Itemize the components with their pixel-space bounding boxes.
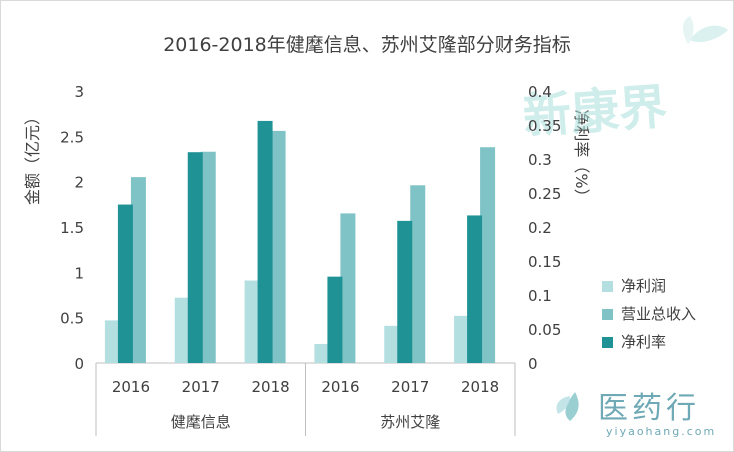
y2-tick-label: 0.25 xyxy=(528,185,561,203)
bottom-right-logo-url: yiyaohang.com xyxy=(606,425,716,438)
bar-revenue xyxy=(410,185,426,363)
legend-swatch xyxy=(602,281,613,292)
x-tick-label: 2016 xyxy=(112,378,150,396)
y-tick-label: 0 xyxy=(74,355,84,373)
top-right-logo: 新康界 xyxy=(521,16,728,145)
y2-ticks-layer: 0 0.05 0.1 0.15 0.2 0.25 0.3 0.35 0.4 xyxy=(528,83,561,373)
y-tick-label: 3 xyxy=(74,83,84,101)
y2-tick-label: 0.3 xyxy=(528,151,552,169)
legend-label: 净利润 xyxy=(621,277,666,295)
bar-net-margin xyxy=(117,204,133,363)
y2-tick-label: 0 xyxy=(528,355,538,373)
bar-net-profit xyxy=(174,297,190,363)
y2-tick-label: 0.35 xyxy=(528,117,561,135)
y2-tick-label: 0.1 xyxy=(528,287,552,305)
top-right-logo-text: 新康界 xyxy=(521,79,669,145)
y-tick-label: 0.5 xyxy=(60,310,84,328)
bar-net-margin xyxy=(187,152,203,363)
legend-swatch xyxy=(602,309,613,320)
x-group-label: 苏州艾隆 xyxy=(380,413,440,431)
y-tick-label: 2 xyxy=(74,174,84,192)
bottom-right-logo-text: 医药行 xyxy=(598,391,700,426)
y2-tick-label: 0.05 xyxy=(528,321,561,339)
bar-net-margin xyxy=(397,220,413,363)
y-tick-label: 1.5 xyxy=(60,219,84,237)
leaf-icon xyxy=(682,16,694,44)
leaf-icon xyxy=(556,396,570,414)
y2-tick-label: 0.2 xyxy=(528,219,552,237)
y-tick-label: 1 xyxy=(74,264,84,282)
chart-title: 2016-2018年健麾信息、苏州艾隆部分财务指标 xyxy=(163,34,571,56)
leaf-icon xyxy=(690,25,728,43)
bar-net-profit xyxy=(384,325,400,363)
legend-swatch xyxy=(602,337,613,348)
y2-tick-label: 0.15 xyxy=(528,253,561,271)
bar-revenue xyxy=(130,177,146,363)
bar-net-profit xyxy=(244,280,260,363)
bar-revenue xyxy=(480,147,496,363)
x-tick-label: 2017 xyxy=(182,378,220,396)
y-tick-label: 2.5 xyxy=(60,128,84,146)
x-tick-label: 2017 xyxy=(391,378,429,396)
legend-label: 净利率 xyxy=(621,333,666,351)
x-tick-label: 2018 xyxy=(461,378,499,396)
bars-layer xyxy=(104,120,496,363)
y-axis-label: 金额（亿元） xyxy=(23,109,42,205)
bar-net-profit xyxy=(104,320,120,363)
bar-net-margin xyxy=(327,276,343,363)
x-ticks-layer: 2016 2017 2018 健麾信息 2016 2017 2018 苏州艾隆 xyxy=(112,378,499,431)
bottom-right-logo: 医药行 yiyaohang.com xyxy=(556,391,716,438)
y2-axis-label: 净利率（%） xyxy=(572,109,591,204)
x-tick-label: 2016 xyxy=(321,378,359,396)
x-tick-label: 2018 xyxy=(251,378,289,396)
x-group-label: 健麾信息 xyxy=(171,413,231,431)
bar-revenue xyxy=(200,151,216,363)
bar-revenue xyxy=(270,130,286,363)
y2-tick-label: 0.4 xyxy=(528,83,552,101)
bar-net-margin xyxy=(257,120,273,363)
bar-revenue xyxy=(340,213,356,363)
bar-net-profit xyxy=(314,343,330,363)
drop-icon xyxy=(565,392,579,421)
y-ticks-layer: 0 0.5 1 1.5 2 2.5 3 xyxy=(60,83,84,373)
bar-net-profit xyxy=(454,315,470,363)
axis-lines xyxy=(95,362,516,436)
bar-net-margin xyxy=(467,215,483,363)
legend-label: 营业总收入 xyxy=(621,305,696,323)
